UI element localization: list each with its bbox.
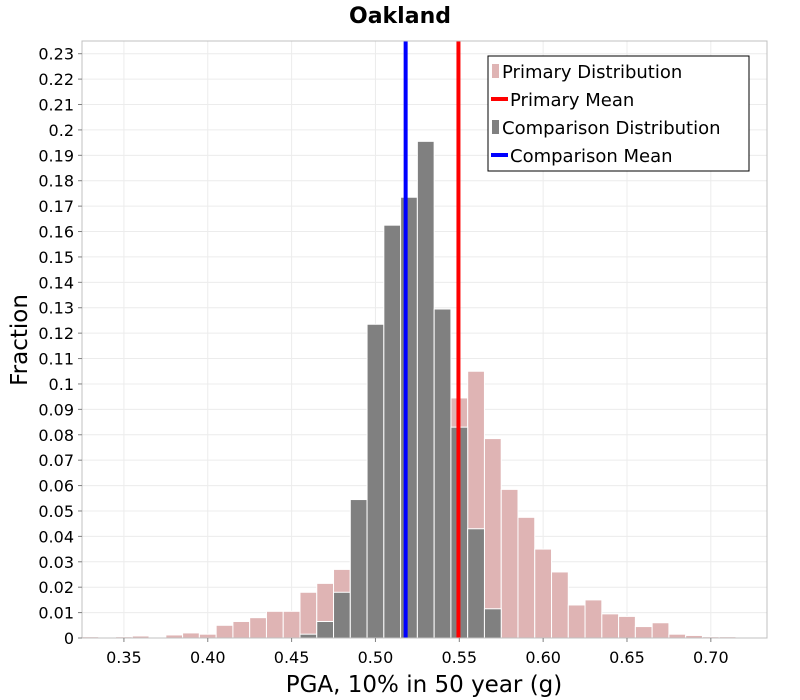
plot-border <box>81 40 768 639</box>
y-tick-label: 0.21 <box>38 96 74 115</box>
x-tick-label: 0.60 <box>525 648 561 667</box>
y-tick-label: 0.16 <box>38 223 74 242</box>
comparison-bar <box>383 224 402 639</box>
primary-bar <box>584 599 603 639</box>
comparison-bar <box>299 633 318 639</box>
comparison-bar <box>483 608 502 639</box>
y-tick-label: 0.08 <box>38 426 74 445</box>
y-tick-label: 0.14 <box>38 273 74 292</box>
comparison-bar <box>316 620 335 639</box>
chart-title: Oakland <box>349 4 451 29</box>
x-tick-label: 0.65 <box>609 648 645 667</box>
comparison-bar <box>400 196 418 639</box>
comparison-bar <box>433 308 452 639</box>
comparison-bar <box>333 591 351 639</box>
y-tick-label: 0 <box>64 629 74 648</box>
legend-swatch-primary-distribution <box>492 64 499 78</box>
y-tick-label: 0.04 <box>38 527 74 546</box>
legend-label-comparison-distribution: Comparison Distribution <box>502 118 721 139</box>
y-axis-label: Fraction <box>7 294 33 386</box>
primary-bar <box>551 571 569 639</box>
primary-bar <box>668 633 687 639</box>
x-axis-ticks: 0.35 0.40 0.45 0.50 0.55 0.60 0.65 0.70 <box>106 638 729 667</box>
y-tick-label: 0.07 <box>38 451 74 470</box>
primary-bar <box>265 610 284 639</box>
x-axis-label: PGA, 10% in 50 year (g) <box>286 672 563 698</box>
primary-bar <box>299 591 318 639</box>
y-tick-label: 0.13 <box>38 299 74 318</box>
legend-label-primary-mean: Primary Mean <box>510 90 634 111</box>
y-tick-label: 0.22 <box>38 70 74 89</box>
y-tick-label: 0.03 <box>38 553 74 572</box>
primary-bar <box>601 613 620 639</box>
primary-bar <box>249 617 267 639</box>
y-tick-label: 0.18 <box>38 172 74 191</box>
x-tick-label: 0.70 <box>693 648 729 667</box>
primary-bar <box>651 622 670 639</box>
primary-bar <box>534 548 553 639</box>
primary-bar <box>500 488 519 639</box>
comparison-bar <box>366 323 385 639</box>
primary-bar <box>517 516 536 639</box>
primary-bar <box>232 620 251 639</box>
primary-bar <box>483 438 502 639</box>
y-tick-label: 0.19 <box>38 146 74 165</box>
primary-bar <box>182 632 200 639</box>
legend-label-comparison-mean: Comparison Mean <box>510 146 673 167</box>
primary-bar <box>198 633 217 639</box>
comparison-bar <box>467 528 485 639</box>
primary-bar <box>282 610 301 639</box>
y-tick-label: 0.17 <box>38 197 74 216</box>
primary-bar <box>215 624 234 639</box>
y-tick-label: 0.09 <box>38 400 74 419</box>
legend-box <box>487 55 750 172</box>
y-tick-label: 0.01 <box>38 604 74 623</box>
mean-lines <box>403 41 461 638</box>
y-tick-label: 0.2 <box>49 121 74 140</box>
primary-bar <box>634 626 653 639</box>
x-tick-label: 0.35 <box>106 648 142 667</box>
y-tick-label: 0.02 <box>38 578 74 597</box>
legend-label-primary-distribution: Primary Distribution <box>502 62 682 83</box>
y-tick-label: 0.12 <box>38 324 74 343</box>
y-axis-ticks: 0 0.01 0.02 0.03 0.04 0.05 0.06 0.07 0.08 0.09 0.1… <box>38 45 82 648</box>
y-tick-label: 0.23 <box>38 45 74 64</box>
x-tick-label: 0.55 <box>441 648 477 667</box>
legend: Primary Distribution Primary Mean Compar… <box>487 55 750 172</box>
x-tick-label: 0.40 <box>190 648 226 667</box>
x-tick-label: 0.45 <box>274 648 310 667</box>
y-tick-label: 0.11 <box>38 350 74 369</box>
x-tick-label: 0.50 <box>358 648 394 667</box>
y-tick-label: 0.1 <box>49 375 74 394</box>
comparison-bar <box>349 499 368 639</box>
legend-swatch-comparison-distribution <box>492 120 499 134</box>
primary-bar <box>618 615 636 639</box>
primary-bar <box>567 604 586 639</box>
y-tick-label: 0.05 <box>38 502 74 521</box>
y-tick-label: 0.06 <box>38 477 74 496</box>
y-tick-label: 0.15 <box>38 248 74 267</box>
comparison-bar <box>416 140 435 639</box>
